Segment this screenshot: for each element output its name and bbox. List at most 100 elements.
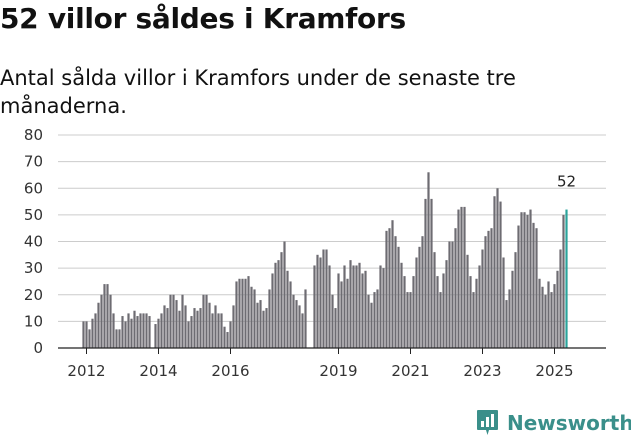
bar xyxy=(430,198,433,348)
bar xyxy=(259,300,262,348)
bar xyxy=(400,262,403,348)
y-tick-label: 20 xyxy=(24,286,43,304)
bar xyxy=(94,313,97,348)
bar xyxy=(280,252,283,348)
bar xyxy=(526,214,529,349)
bar xyxy=(406,292,409,348)
bar xyxy=(232,305,235,348)
bar-chart: 0 10 20 30 40 50 60 70 80 2012 2014 2016 2019 2021 202… xyxy=(24,126,606,380)
bar xyxy=(466,254,469,348)
bar xyxy=(337,273,340,348)
bar xyxy=(130,318,133,348)
bar xyxy=(214,305,217,348)
bar xyxy=(358,262,361,348)
bar xyxy=(496,188,499,348)
bar xyxy=(370,302,373,348)
newsworthy-logo-icon xyxy=(477,410,498,435)
bar xyxy=(187,321,190,349)
bar xyxy=(547,281,550,348)
x-tick-label: 2014 xyxy=(139,362,177,380)
bar xyxy=(394,236,397,348)
x-tick-label: 2016 xyxy=(211,362,249,380)
bar xyxy=(472,292,475,348)
bar xyxy=(529,209,532,348)
bar xyxy=(295,300,298,348)
bar xyxy=(352,265,355,348)
y-tick-label: 30 xyxy=(24,259,43,277)
bar xyxy=(157,318,160,348)
bar xyxy=(253,289,256,348)
x-tick-label: 2012 xyxy=(67,362,105,380)
bar xyxy=(505,300,508,348)
bar xyxy=(106,284,109,348)
bar xyxy=(481,249,484,348)
y-tick-label: 60 xyxy=(24,179,43,197)
bar xyxy=(541,286,544,348)
bar xyxy=(424,198,427,348)
bar xyxy=(433,252,436,348)
bar xyxy=(127,313,130,348)
bar xyxy=(532,222,535,348)
bar xyxy=(409,292,412,348)
bar xyxy=(139,313,142,348)
bar xyxy=(403,276,406,348)
bar xyxy=(220,313,223,348)
bar xyxy=(256,302,259,348)
bar xyxy=(181,294,184,348)
y-tick-label: 0 xyxy=(33,339,43,357)
bar xyxy=(463,206,466,348)
bar xyxy=(223,326,226,348)
y-tick-label: 50 xyxy=(24,206,43,224)
bar xyxy=(160,313,163,348)
bar xyxy=(172,294,175,348)
bar xyxy=(490,228,493,348)
bar xyxy=(265,308,268,348)
bar xyxy=(175,300,178,348)
page-title: 52 villor såldes i Kramfors xyxy=(0,2,406,35)
bar xyxy=(121,316,124,348)
bar xyxy=(205,294,208,348)
bar xyxy=(322,249,325,348)
bar xyxy=(292,294,295,348)
bar xyxy=(385,230,388,348)
bar xyxy=(247,276,250,348)
bar xyxy=(367,294,370,348)
bar xyxy=(244,278,247,348)
bar xyxy=(448,241,451,348)
bar xyxy=(355,265,358,348)
bar xyxy=(133,310,136,348)
bar xyxy=(502,257,505,348)
bar xyxy=(313,265,316,348)
bar xyxy=(415,257,418,348)
bar xyxy=(439,292,442,348)
y-tick-label: 70 xyxy=(24,153,43,171)
bar xyxy=(517,225,520,348)
bar xyxy=(145,313,148,348)
bar xyxy=(112,313,115,348)
bar xyxy=(376,289,379,348)
bar xyxy=(190,316,193,348)
bar xyxy=(373,292,376,348)
bar xyxy=(184,305,187,348)
bar xyxy=(412,276,415,348)
bar xyxy=(499,201,502,348)
bar xyxy=(511,270,514,348)
bar xyxy=(193,308,196,348)
bar xyxy=(421,236,424,348)
bar xyxy=(319,257,322,348)
bar xyxy=(109,294,112,348)
bar xyxy=(550,292,553,348)
bar xyxy=(166,308,169,348)
bar xyxy=(538,278,541,348)
bar xyxy=(226,332,229,348)
bar xyxy=(283,241,286,348)
bar xyxy=(508,289,511,348)
x-tick-label: 2019 xyxy=(319,362,357,380)
bar xyxy=(484,236,487,348)
bar xyxy=(556,270,559,348)
bar xyxy=(271,273,274,348)
last-value-label: 52 xyxy=(557,173,576,191)
bar xyxy=(364,270,367,348)
bar xyxy=(148,316,151,348)
bar xyxy=(562,214,565,349)
